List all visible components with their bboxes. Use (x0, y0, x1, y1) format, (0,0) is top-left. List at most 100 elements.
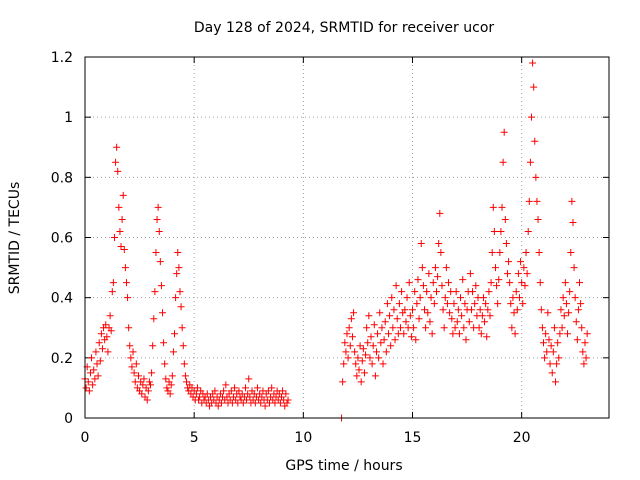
data-point (436, 209, 444, 217)
data-point (437, 249, 445, 257)
data-point (106, 312, 114, 320)
data-point (395, 300, 403, 308)
data-point (129, 348, 137, 356)
data-point (356, 342, 364, 350)
chart-title: Day 128 of 2024, SRMTID for receiver uco… (194, 20, 495, 36)
data-point (176, 288, 184, 296)
data-point (113, 143, 121, 151)
data-point (117, 243, 125, 251)
data-point (564, 330, 572, 338)
data-point (110, 234, 118, 241)
data-point (119, 191, 127, 199)
data-point (149, 342, 157, 350)
data-point (519, 300, 527, 308)
data-point (406, 312, 414, 320)
data-point (457, 294, 465, 302)
data-point (153, 215, 161, 223)
data-point (533, 197, 541, 205)
data-point (120, 246, 128, 254)
x-tick-label: 20 (513, 430, 531, 446)
data-point (102, 321, 110, 329)
data-point (134, 372, 142, 380)
y-tick-label: 0.4 (51, 291, 73, 307)
data-point (543, 348, 551, 356)
data-point (521, 282, 529, 290)
data-point (116, 227, 124, 235)
data-point (509, 294, 517, 302)
data-point (461, 300, 469, 308)
data-point (558, 324, 566, 332)
data-point (127, 354, 135, 362)
data-point (505, 258, 513, 266)
data-point (555, 354, 563, 362)
data-point (386, 312, 394, 320)
data-point (348, 333, 356, 341)
data-point (409, 306, 416, 314)
data-point (124, 294, 132, 302)
x-tick-label: 15 (404, 430, 422, 446)
data-point (419, 282, 427, 290)
data-point (89, 381, 97, 389)
data-point (94, 372, 102, 380)
data-point (460, 324, 468, 332)
data-point (167, 381, 175, 389)
data-point (172, 294, 180, 302)
data-point (530, 83, 538, 91)
data-point (442, 264, 450, 272)
data-point (391, 336, 399, 344)
data-point (570, 264, 578, 272)
data-point (525, 197, 533, 205)
data-point (365, 312, 373, 320)
data-point (352, 360, 360, 368)
x-axis-ticks: 0 5 10 15 20 (81, 57, 531, 446)
data-point (421, 306, 429, 314)
data-point (88, 354, 96, 362)
data-point (340, 360, 348, 368)
data-point (515, 294, 523, 302)
data-point (360, 369, 368, 377)
data-point (264, 387, 272, 395)
data-point (283, 399, 291, 407)
data-point (557, 306, 565, 314)
data-point (535, 249, 543, 257)
data-point (339, 378, 347, 386)
data-point (82, 384, 90, 392)
data-point (501, 215, 509, 223)
data-point (126, 342, 134, 350)
data-point (490, 227, 498, 235)
data-point (565, 309, 573, 317)
data-point (403, 294, 411, 302)
data-point (384, 330, 392, 338)
data-point (387, 342, 395, 350)
data-point (86, 369, 94, 377)
y-tick-label: 1.2 (51, 50, 73, 66)
data-point (510, 309, 518, 317)
data-point (433, 288, 441, 296)
data-point (423, 288, 431, 296)
data-point (488, 249, 496, 257)
data-point (112, 158, 120, 166)
data-point (568, 197, 576, 205)
data-point (550, 324, 558, 332)
data-point (363, 324, 371, 332)
data-point (276, 399, 284, 407)
data-point (416, 294, 424, 302)
data-point (343, 330, 351, 338)
data-point (389, 324, 397, 332)
data-point (381, 318, 389, 326)
data-point (441, 294, 449, 302)
data-point (491, 264, 499, 272)
data-point (434, 273, 442, 281)
data-point (529, 59, 537, 67)
data-point (495, 276, 503, 284)
data-point (380, 336, 388, 344)
data-point (538, 324, 546, 332)
data-point (85, 387, 93, 395)
data-point (487, 279, 495, 287)
y-tick-label: 0 (64, 411, 73, 427)
data-point (482, 300, 490, 308)
data-point (382, 348, 390, 356)
data-point (108, 288, 116, 296)
data-point (514, 270, 522, 278)
data-point (366, 354, 374, 362)
